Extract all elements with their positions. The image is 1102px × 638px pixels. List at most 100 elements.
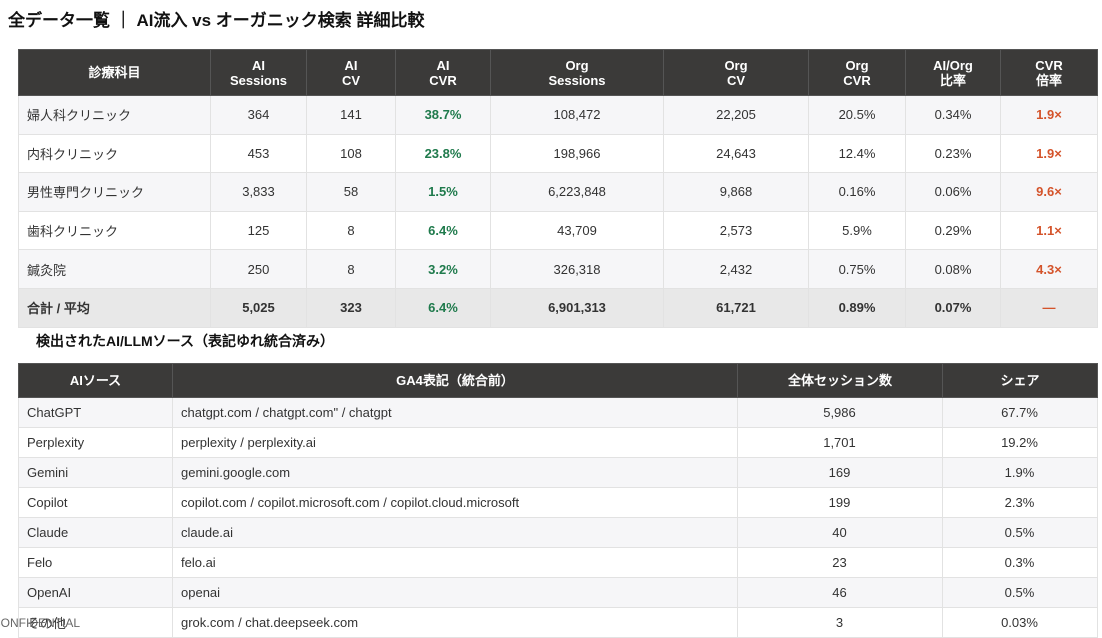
table-cell: 内科クリニック [18, 133, 211, 174]
column-header: AI/Org 比率 [905, 49, 1001, 96]
table-cell: 1.9× [1000, 133, 1098, 174]
table-cell: 40 [737, 517, 943, 548]
table-row: 婦人科クリニック 364 141 38.7% 108,472 22,205 20.5% 0.3… [18, 95, 1098, 135]
table-cell: 0.5% [942, 577, 1098, 608]
footer-label: CONFIDENTIAL [0, 616, 81, 630]
table-cell: 1.5% [395, 172, 491, 212]
table-cell: 9,868 [663, 172, 809, 212]
total-row: 合計 / 平均 5,025 323 6.4% 6,901,313 61,721 0.89% 0… [18, 287, 1098, 328]
table-cell: 19.2% [942, 427, 1098, 458]
table-cell: 141 [306, 95, 396, 135]
header-row: AIソース GA4表記（統合前） 全体セッション数 シェア [18, 363, 1098, 398]
table-cell: 12.4% [808, 133, 906, 174]
table-cell: Perplexity [18, 427, 173, 458]
table-cell: 3,833 [210, 172, 307, 212]
table-cell: 0.16% [808, 172, 906, 212]
total-cell: 323 [306, 287, 396, 328]
table-cell: grok.com / chat.deepseek.com [172, 607, 738, 638]
column-header: 全体セッション数 [737, 363, 943, 398]
table-cell: 0.08% [905, 249, 1001, 289]
table-cell: 0.29% [905, 210, 1001, 251]
table-cell: Felo [18, 547, 173, 578]
table-row: Perplexity perplexity / perplexity.ai 1,70… [18, 427, 1098, 458]
table-cell: 23.8% [395, 133, 491, 174]
total-cell: 合計 / 平均 [18, 287, 211, 328]
table-cell: 鍼灸院 [18, 249, 211, 289]
table-cell: 23 [737, 547, 943, 578]
table-cell: 250 [210, 249, 307, 289]
table-cell: 0.03% [942, 607, 1098, 638]
column-header: GA4表記（統合前） [172, 363, 738, 398]
table-cell: 108,472 [490, 95, 664, 135]
table-cell: 歯科クリニック [18, 210, 211, 251]
comparison-table: 診療科目 AI Sessions AI CV AI CVR Org Sessions Or… [18, 49, 1098, 328]
column-header: AIソース [18, 363, 173, 398]
table-cell: 6.4% [395, 210, 491, 251]
table-cell: 67.7% [942, 397, 1098, 428]
table-row: その他 grok.com / chat.deepseek.com 3 0.03% [18, 607, 1098, 638]
column-header: Org CV [663, 49, 809, 96]
page: 全データ一覧 ｜ AI流入 vs オーガニック検索 詳細比較 診療科目 AI Se… [0, 11, 1098, 638]
table-cell: 198,966 [490, 133, 664, 174]
table-cell: 199 [737, 487, 943, 518]
column-header: Org CVR [808, 49, 906, 96]
table-row: 男性専門クリニック 3,833 58 1.5% 6,223,848 9,868 0.16% 0… [18, 172, 1098, 212]
table-cell: 4.3× [1000, 249, 1098, 289]
table-cell: 0.3% [942, 547, 1098, 578]
table-cell: 58 [306, 172, 396, 212]
table-cell: 24,643 [663, 133, 809, 174]
table-cell: chatgpt.com / chatgpt.com" / chatgpt [172, 397, 738, 428]
column-header: AI CVR [395, 49, 491, 96]
table-cell: OpenAI [18, 577, 173, 608]
total-cell: 6,901,313 [490, 287, 664, 328]
table-cell: 1,701 [737, 427, 943, 458]
table-cell: Claude [18, 517, 173, 548]
table-cell: ChatGPT [18, 397, 173, 428]
table-cell: 20.5% [808, 95, 906, 135]
table-cell: 364 [210, 95, 307, 135]
table-cell: 5.9% [808, 210, 906, 251]
table-row: Gemini gemini.google.com 169 1.9% [18, 457, 1098, 488]
table-cell: 0.34% [905, 95, 1001, 135]
column-header: 診療科目 [18, 49, 211, 96]
table-row: 鍼灸院 250 8 3.2% 326,318 2,432 0.75% 0.08% 4.3× [18, 249, 1098, 289]
table-cell: gemini.google.com [172, 457, 738, 488]
table-cell: Gemini [18, 457, 173, 488]
table-cell: 2,573 [663, 210, 809, 251]
table-cell: 9.6× [1000, 172, 1098, 212]
table-cell: 326,318 [490, 249, 664, 289]
total-cell: 5,025 [210, 287, 307, 328]
table-cell: copilot.com / copilot.microsoft.com / co… [172, 487, 738, 518]
header-row: 診療科目 AI Sessions AI CV AI CVR Org Sessions Or… [18, 49, 1098, 96]
table-cell: Copilot [18, 487, 173, 518]
column-header: AI Sessions [210, 49, 307, 96]
table-cell: perplexity / perplexity.ai [172, 427, 738, 458]
table-cell: 婦人科クリニック [18, 95, 211, 135]
table-cell: 6,223,848 [490, 172, 664, 212]
table-row: 内科クリニック 453 108 23.8% 198,966 24,643 12.4% 0.23… [18, 133, 1098, 174]
total-cell: 61,721 [663, 287, 809, 328]
table-cell: 男性専門クリニック [18, 172, 211, 212]
table-cell: 38.7% [395, 95, 491, 135]
table-cell: 0.75% [808, 249, 906, 289]
column-header: AI CV [306, 49, 396, 96]
table-row: 歯科クリニック 125 8 6.4% 43,709 2,573 5.9% 0.29% 1.1× [18, 210, 1098, 251]
table-cell: 3 [737, 607, 943, 638]
page-title: 全データ一覧 ｜ AI流入 vs オーガニック検索 詳細比較 [8, 11, 425, 30]
table-cell: claude.ai [172, 517, 738, 548]
total-cell: 0.07% [905, 287, 1001, 328]
table-row: Claude claude.ai 40 0.5% [18, 517, 1098, 548]
table-cell: 453 [210, 133, 307, 174]
table-cell: 8 [306, 249, 396, 289]
total-cell: 6.4% [395, 287, 491, 328]
table-cell: 22,205 [663, 95, 809, 135]
total-cell: 0.89% [808, 287, 906, 328]
table-cell: 2,432 [663, 249, 809, 289]
table-cell: 1.1× [1000, 210, 1098, 251]
table-cell: 108 [306, 133, 396, 174]
section-heading: 検出されたAI/LLMソース（表記ゆれ統合済み） [36, 333, 334, 349]
column-header: Org Sessions [490, 49, 664, 96]
table-cell: 0.5% [942, 517, 1098, 548]
table-cell: 125 [210, 210, 307, 251]
table-cell: 1.9× [1000, 95, 1098, 135]
